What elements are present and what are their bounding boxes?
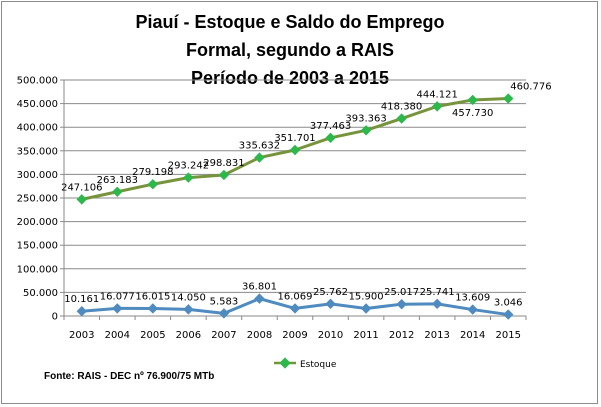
data-point-marker	[183, 304, 194, 315]
data-point-marker	[183, 172, 194, 183]
x-tick-label: 2014	[460, 330, 485, 341]
data-label: 247.106	[61, 182, 102, 193]
legend-label-estoque: Estoque	[300, 360, 337, 370]
data-label: 393.363	[345, 113, 386, 124]
data-label: 457.730	[452, 108, 493, 119]
y-tick-label: 500.000	[17, 76, 58, 87]
data-label: 3.046	[494, 298, 523, 309]
data-label: 418.380	[381, 102, 422, 113]
x-tick-label: 2003	[69, 330, 94, 341]
data-label: 15.900	[349, 291, 384, 302]
data-point-marker	[112, 303, 123, 314]
data-label: 263.183	[97, 175, 138, 186]
data-point-marker	[254, 152, 265, 163]
data-label: 16.069	[278, 291, 313, 302]
data-label: 25.762	[313, 287, 348, 298]
y-tick-label: 200.000	[17, 217, 58, 228]
legend: Estoque	[274, 357, 337, 370]
y-tick-label: 450.000	[17, 99, 58, 110]
data-point-marker	[218, 308, 230, 319]
data-point-marker	[112, 186, 123, 197]
y-tick-label: 50.000	[23, 288, 58, 299]
x-tick-label: 2011	[353, 330, 378, 341]
y-axis-ticks: 0 50.000 100.000 150.000 200.000 250.000 300.0…	[17, 76, 64, 323]
data-point-marker	[218, 169, 230, 181]
chart-title-line-1: Piauí - Estoque e Saldo do Emprego	[135, 12, 444, 32]
y-tick-label: 250.000	[17, 194, 58, 205]
data-point-marker	[360, 303, 372, 314]
data-label: 351.701	[274, 133, 315, 144]
data-label: 10.161	[64, 294, 99, 305]
data-label: 16.077	[100, 291, 135, 302]
data-point-marker	[467, 304, 478, 315]
data-point-marker	[503, 93, 514, 104]
data-label: 335.632	[239, 141, 280, 152]
data-label: 36.801	[242, 282, 277, 293]
data-point-marker	[289, 144, 301, 156]
x-tick-label: 2008	[247, 330, 272, 341]
data-point-marker	[360, 125, 372, 136]
data-point-marker	[431, 298, 443, 310]
x-tick-label: 2012	[389, 330, 414, 341]
data-label: 298.831	[203, 158, 244, 169]
y-tick-label: 100.000	[17, 264, 58, 275]
data-label: 13.609	[455, 293, 490, 304]
x-tick-label: 2009	[282, 330, 307, 341]
x-tick-label: 2010	[318, 330, 343, 341]
data-point-marker	[467, 94, 478, 106]
chart-title-line-3: Período de 2003 a 2015	[191, 68, 389, 88]
data-point-marker	[325, 298, 336, 310]
gridlines	[64, 79, 526, 293]
y-tick-label: 300.000	[17, 170, 58, 181]
data-point-marker	[147, 303, 159, 314]
data-point-marker	[396, 298, 407, 310]
data-label: 293.242	[168, 161, 209, 172]
data-label: 25.017	[384, 287, 419, 298]
y-tick-label: 150.000	[17, 241, 58, 252]
chart-title: Piauí - Estoque e Saldo do Emprego Forma…	[135, 12, 444, 88]
data-label: 25.741	[420, 287, 455, 298]
y-tick-label: 350.000	[17, 146, 58, 157]
data-label: 444.121	[416, 89, 457, 100]
legend-marker-icon	[279, 357, 291, 369]
data-point-marker	[289, 303, 301, 314]
data-point-marker	[396, 113, 407, 124]
data-label: 279.198	[132, 167, 173, 178]
data-label: 5.583	[210, 296, 239, 307]
y-tick-label: 400.000	[17, 123, 58, 134]
source-note: Fonte: RAIS - DEC nº 76.900/75 MTb	[44, 371, 214, 382]
x-tick-label: 2005	[140, 330, 165, 341]
data-point-marker	[254, 293, 265, 304]
x-tick-label: 2004	[105, 330, 130, 341]
x-tick-label: 2006	[176, 330, 201, 341]
data-point-marker	[325, 132, 336, 144]
series-saldo: 10.161 16.077 16.015 14.050 5.58336.80116.06…	[64, 282, 523, 320]
y-tick-label: 0	[52, 312, 58, 323]
data-label: 16.015	[135, 291, 170, 302]
x-tick-label: 2013	[424, 330, 449, 341]
data-label: 460.776	[510, 82, 551, 93]
x-axis-ticks: 2003 2004 2005 2006 2007 2008 2009 2010 2011 2012…	[63, 316, 527, 341]
data-label: 377.463	[310, 121, 351, 132]
data-label: 14.050	[171, 292, 206, 303]
data-point-marker	[76, 306, 87, 317]
data-point-marker	[76, 194, 87, 205]
chart-title-line-2: Formal, segundo a RAIS	[186, 40, 394, 60]
x-tick-label: 2015	[496, 330, 521, 341]
data-point-marker	[431, 101, 443, 112]
data-point-marker	[147, 179, 159, 190]
x-tick-label: 2007	[211, 330, 236, 341]
data-point-marker	[503, 309, 514, 320]
